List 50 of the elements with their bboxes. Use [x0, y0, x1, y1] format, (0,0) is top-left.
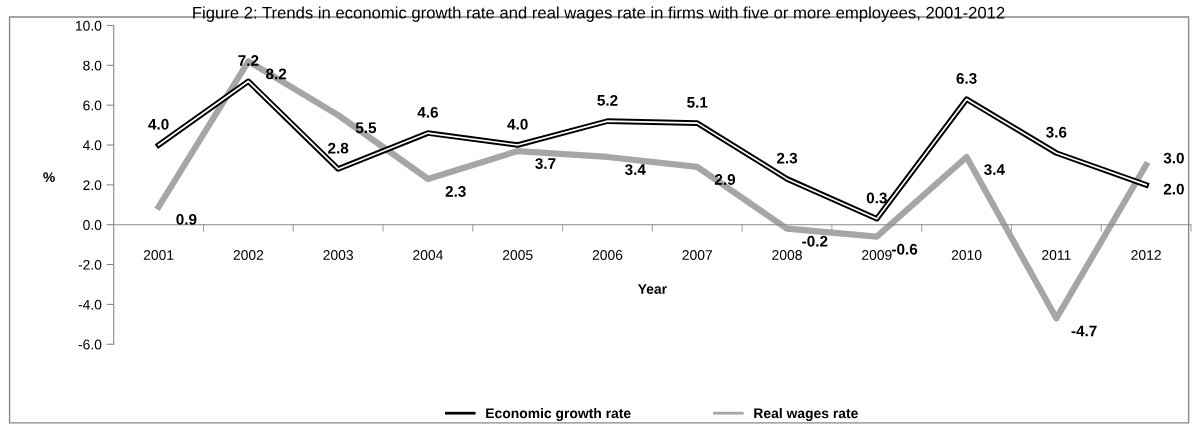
y-axis-title: % [43, 172, 55, 183]
x-tick-label: 2012 [1131, 250, 1161, 260]
chart-title: Figure 2: Trends in economic growth rate and real wages rate in firms with five or more employees, 2001-2012 [193, 6, 1005, 22]
x-tick-label: 2006 [592, 250, 623, 260]
data-label: 0.3 [866, 192, 887, 204]
data-label: 5.1 [687, 97, 708, 108]
data-label: -0.6 [892, 243, 918, 255]
x-tick-label: 2007 [682, 250, 713, 260]
data-label: 4.0 [507, 118, 528, 130]
x-tick-label: 2004 [413, 250, 443, 260]
data-label: 3.4 [984, 164, 1005, 175]
data-label: 3.0 [1163, 152, 1184, 164]
data-label: 4.6 [417, 106, 438, 118]
y-tick-label: -6.0 [78, 339, 102, 350]
y-tick-label: 2.0 [83, 180, 102, 191]
y-tick-label: 6.0 [83, 100, 102, 111]
data-label: 7.2 [238, 55, 259, 66]
y-tick-label: 8.0 [83, 60, 102, 71]
data-label: 3.7 [535, 158, 556, 170]
x-tick-label: 2001 [143, 250, 174, 260]
data-label: 3.6 [1046, 126, 1067, 138]
data-label: -4.7 [1071, 325, 1097, 337]
data-label: 5.2 [597, 94, 618, 106]
data-label: 6.3 [956, 73, 977, 84]
data-label: 0.9 [176, 213, 197, 225]
data-label: 4.0 [148, 118, 169, 130]
x-tick-label: 2008 [772, 250, 802, 260]
data-label: 5.5 [355, 122, 377, 134]
legend-label: Real wages rate [754, 407, 858, 421]
x-tick-label: 2003 [323, 250, 353, 260]
data-label: 2.9 [714, 174, 736, 185]
x-axis-title: Year [637, 284, 667, 294]
data-label: 3.4 [624, 164, 646, 175]
x-tick-label: 2010 [951, 250, 982, 260]
data-label: -0.2 [802, 235, 828, 247]
data-label: 2.3 [776, 152, 798, 164]
y-tick-label: 4.0 [82, 140, 102, 151]
y-tick-label: 10.0 [75, 20, 102, 31]
data-label: 2.3 [445, 186, 466, 197]
data-label: 2.0 [1163, 183, 1184, 195]
x-tick-label: 2011 [1042, 250, 1071, 260]
data-label: 2.8 [328, 142, 349, 154]
x-tick-label: 2002 [233, 250, 264, 260]
data-label: 8.2 [266, 68, 287, 80]
y-tick-label: -4.0 [78, 299, 102, 310]
y-tick-label: 0.0 [83, 220, 102, 230]
y-tick-label: -2.0 [78, 259, 102, 270]
x-tick-label: 2009 [862, 250, 892, 260]
x-tick-label: 2005 [502, 250, 533, 260]
legend-label: Economic growth rate [486, 407, 631, 421]
